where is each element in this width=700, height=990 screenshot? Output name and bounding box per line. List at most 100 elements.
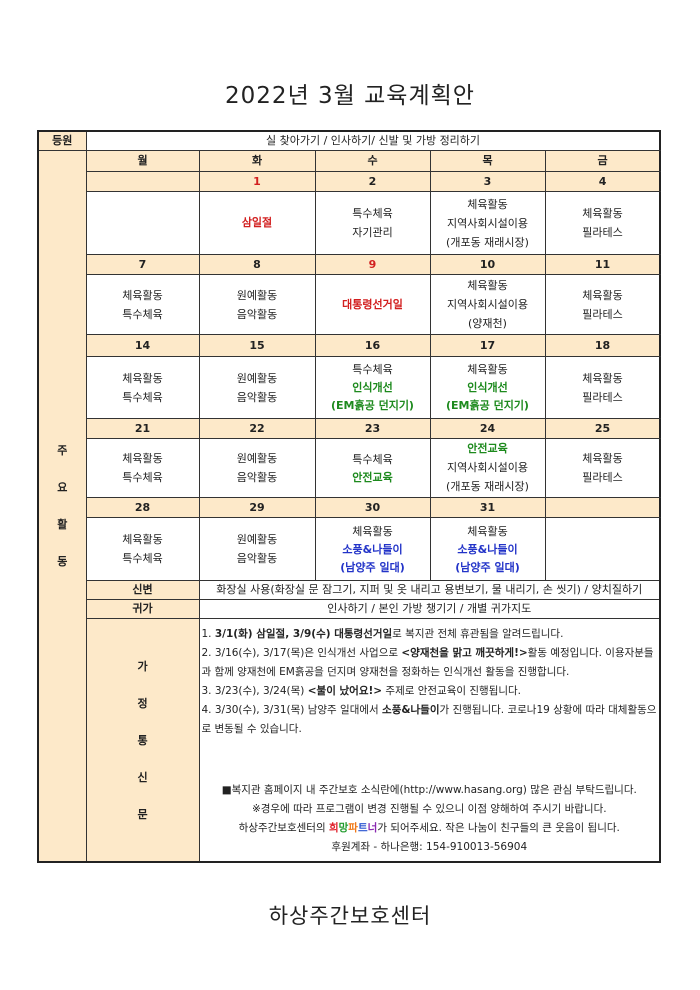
activity-item: 지역사회시설이용 xyxy=(447,216,528,230)
activity-item: 특수체육 xyxy=(122,390,163,404)
main-activity-label-char: 주 xyxy=(57,444,68,457)
activity-row: 체육활동 특수체육 원예활동 음악활동 대통령선거일 체육활동 지역사회시설이용 (양재천) 체… xyxy=(38,274,661,335)
activity-item: 체육활동 xyxy=(467,197,508,211)
activity-item: 원예활동 xyxy=(236,371,278,385)
date-cell: 28 xyxy=(85,497,200,518)
activity-cell: 체육활동 소풍&나들이 (남양주 일대) xyxy=(429,517,546,581)
notice-highlight: <양재천을 맑고 깨끗하게!> xyxy=(401,647,528,659)
activity-item: 필라테스 xyxy=(582,471,623,484)
activity-item: 체육활동 xyxy=(467,363,508,376)
date-cell: 14 xyxy=(85,334,200,357)
activity-cell: 특수체육 자기관리 xyxy=(314,191,431,255)
arrival-text: 실 찾아가기 / 인사하기/ 신발 및 가방 정리하기 xyxy=(85,130,661,151)
notice-text: 2. 3/16(수), 3/17(목)은 인식개선 사업으로 xyxy=(201,647,402,659)
weekday-header: 화 xyxy=(198,150,316,172)
activity-row: 체육활동 특수체육 원예활동 음악활동 특수체육 안전교육 안전교육 지역사회시설이용 (개포동… xyxy=(38,438,661,498)
activity-item: 음악활동 xyxy=(236,390,278,404)
newsletter-label-char: 문 xyxy=(137,807,148,821)
main-activity-label-char: 요 xyxy=(57,481,68,494)
date-cell: 9 xyxy=(314,254,431,275)
arrival-row: 등원 실 찾아가기 / 인사하기/ 신발 및 가방 정리하기 xyxy=(37,130,661,151)
activity-item: 체육활동 xyxy=(582,207,623,220)
activity-item: 필라테스 xyxy=(582,307,623,321)
date-row: 21 22 23 24 25 xyxy=(38,418,661,439)
activity-item: (EM흙공 던지기) xyxy=(331,399,414,412)
activity-item: (남양주 일대) xyxy=(340,560,405,574)
activity-item: 체육활동 xyxy=(582,371,623,385)
date-cell: 3 xyxy=(429,171,546,192)
activity-item: 체육활동 xyxy=(467,524,508,538)
date-cell: 7 xyxy=(85,254,200,275)
activity-item: 체육활동 xyxy=(122,533,163,546)
partner-notice: 하상주간보호센터의 희망파트너가 되어주세요. 작은 나눔이 친구들의 큰 웃음… xyxy=(202,819,658,838)
departure-text: 인사하기 / 본인 가방 챙기기 / 개별 귀가지도 xyxy=(198,599,661,619)
activity-item: 인식개선 xyxy=(352,381,393,394)
newsletter-label-char: 정 xyxy=(137,696,148,710)
activity-item: 지역사회시설이용 xyxy=(447,461,528,474)
center-name-footer: 하상주간보호센터 xyxy=(268,904,432,928)
activity-cell xyxy=(85,191,200,255)
activity-item: (개포동 재래시장) xyxy=(446,480,529,493)
date-cell: 25 xyxy=(544,418,661,439)
activity-cell: 체육활동 필라테스 xyxy=(544,356,661,419)
activity-item: 체육활동 xyxy=(582,288,623,302)
weekday-header: 목 xyxy=(429,150,546,172)
activity-item: 특수체육 xyxy=(122,552,163,565)
partner-text: 가 되어주세요. 작은 나눔이 친구들의 큰 웃음이 됩니다. xyxy=(377,822,620,834)
date-cell: 10 xyxy=(429,254,546,275)
newsletter-label-char: 신 xyxy=(137,770,148,784)
notice-text: 1. xyxy=(201,628,215,640)
activity-row: 체육활동 특수체육 원예활동 음악활동 체육활동 소풍&나들이 (남양주 일대) 체육활동 소풍… xyxy=(38,517,661,581)
notice-text: 가 진행됩니다. 코로나19 상황에 따라 대체활동으로 변동될 수 있습니다. xyxy=(201,704,657,735)
activity-item: (양재천) xyxy=(468,317,507,330)
activity-cell: 체육활동 특수체육 xyxy=(85,356,200,419)
activity-cell: 체육활동 소풍&나들이 (남양주 일대) xyxy=(314,517,431,581)
caution-notice: ※경우에 따라 프로그램이 변경 진행될 수 있으니 이점 양해하여 주시기 바… xyxy=(251,803,607,815)
notice-text: 로 복지관 전체 휴관됨을 알려드립니다. xyxy=(392,628,564,640)
page-title: 2022년 3월 교육계획안 xyxy=(225,83,475,109)
activity-cell: 체육활동 필라테스 xyxy=(544,438,661,498)
activity-item: (EM흙공 던지기) xyxy=(446,399,529,412)
arrival-label: 등원 xyxy=(37,130,87,151)
activity-cell: 체육활동 특수체육 xyxy=(85,274,200,335)
activity-item: 원예활동 xyxy=(236,452,278,465)
date-cell: 23 xyxy=(314,418,431,439)
activity-item: (개포동 재래시장) xyxy=(446,235,529,249)
date-row: 28 29 30 31 xyxy=(38,497,661,518)
activity-cell: 체육활동 인식개선 (EM흙공 던지기) xyxy=(429,356,546,419)
date-cell: 15 xyxy=(198,334,316,357)
notice-item: 4. 3/30(수), 3/31(목) 남양주 일대에서 소풍&나들이가 진행됩… xyxy=(202,701,658,739)
notice-text: 4. 3/30(수), 3/31(목) 남양주 일대에서 xyxy=(201,704,383,716)
activity-cell: 체육활동 필라테스 xyxy=(544,191,661,255)
activity-item: 지역사회시설이용 xyxy=(447,298,528,311)
activity-cell: 체육활동 특수체육 xyxy=(85,438,200,498)
activity-item: 체육활동 xyxy=(122,452,163,465)
weekday-header: 수 xyxy=(314,150,431,172)
date-cell: 24 xyxy=(429,418,546,439)
main-activity-label-char: 동 xyxy=(57,555,68,568)
activity-cell xyxy=(544,517,661,581)
departure-row: 귀가 인사하기 / 본인 가방 챙기기 / 개별 귀가지도 xyxy=(38,599,661,619)
activity-cell: 삼일절 xyxy=(198,191,316,255)
date-cell: 8 xyxy=(198,254,316,275)
activity-item: 특수체육 xyxy=(352,452,393,466)
activity-item: 체육활동 xyxy=(122,288,163,302)
departure-label: 귀가 xyxy=(85,599,200,619)
notice-text: 주제로 안전교육이 진행됩니다. xyxy=(382,685,522,697)
date-cell: 11 xyxy=(544,254,661,275)
activity-item: 음악활동 xyxy=(236,307,278,321)
activity-item: 원예활동 xyxy=(236,288,278,302)
activity-item: 체육활동 xyxy=(467,279,508,292)
notice-highlight: 소풍&나들이 xyxy=(382,704,440,716)
notice-highlight: <불이 났어요!> xyxy=(307,685,383,697)
weekday-header: 금 xyxy=(544,150,661,172)
homepage-notice: ■복지관 홈페이지 내 주간보호 소식란에(http://www.hasang.… xyxy=(221,784,637,796)
